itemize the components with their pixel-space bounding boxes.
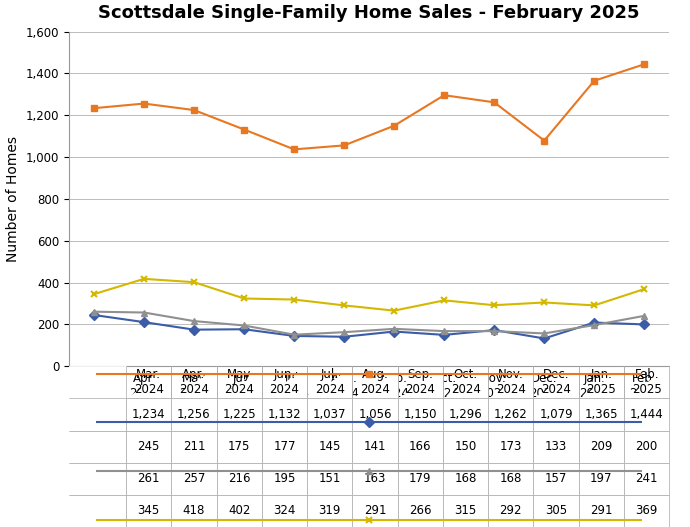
Active — [540, 138, 549, 144]
Line: UCB: UCB — [90, 311, 648, 342]
Active — [490, 99, 498, 105]
UCB — [240, 326, 248, 333]
UCB — [440, 331, 449, 338]
Active — [440, 92, 449, 99]
Active — [90, 105, 98, 111]
Pending — [290, 331, 298, 338]
Pending — [340, 329, 348, 335]
UCB — [640, 321, 649, 328]
Pending — [140, 309, 148, 316]
UCB — [490, 327, 498, 333]
Sold — [490, 302, 498, 308]
Sold — [540, 299, 549, 306]
Pending — [490, 328, 498, 334]
UCB — [340, 334, 348, 340]
UCB — [590, 319, 598, 326]
Pending — [190, 318, 198, 324]
Active — [190, 107, 198, 113]
UCB — [540, 335, 549, 341]
UCB — [190, 327, 198, 333]
Pending — [390, 326, 398, 332]
Y-axis label: Number of Homes: Number of Homes — [6, 136, 20, 262]
Active — [340, 142, 348, 149]
Line: Active: Active — [90, 61, 648, 153]
Title: Scottsdale Single-Family Home Sales - February 2025: Scottsdale Single-Family Home Sales - Fe… — [99, 4, 640, 22]
Sold — [140, 276, 148, 282]
Line: Pending: Pending — [90, 308, 648, 338]
Pending — [540, 330, 549, 337]
Active — [390, 123, 398, 129]
Active — [290, 146, 298, 152]
Active — [140, 101, 148, 107]
Line: Sold: Sold — [90, 276, 648, 314]
Pending — [90, 308, 98, 315]
UCB — [90, 312, 98, 318]
Sold — [440, 297, 449, 304]
Active — [640, 61, 649, 67]
Sold — [290, 296, 298, 302]
Active — [240, 126, 248, 133]
Active — [590, 77, 598, 84]
Sold — [190, 279, 198, 285]
Pending — [590, 322, 598, 328]
Pending — [240, 323, 248, 329]
Sold — [240, 295, 248, 301]
Sold — [90, 291, 98, 297]
UCB — [140, 319, 148, 325]
Sold — [340, 302, 348, 309]
Pending — [640, 313, 649, 319]
Pending — [440, 328, 449, 334]
UCB — [290, 333, 298, 339]
UCB — [390, 328, 398, 335]
Sold — [590, 302, 598, 309]
Sold — [640, 286, 649, 292]
Sold — [390, 307, 398, 314]
